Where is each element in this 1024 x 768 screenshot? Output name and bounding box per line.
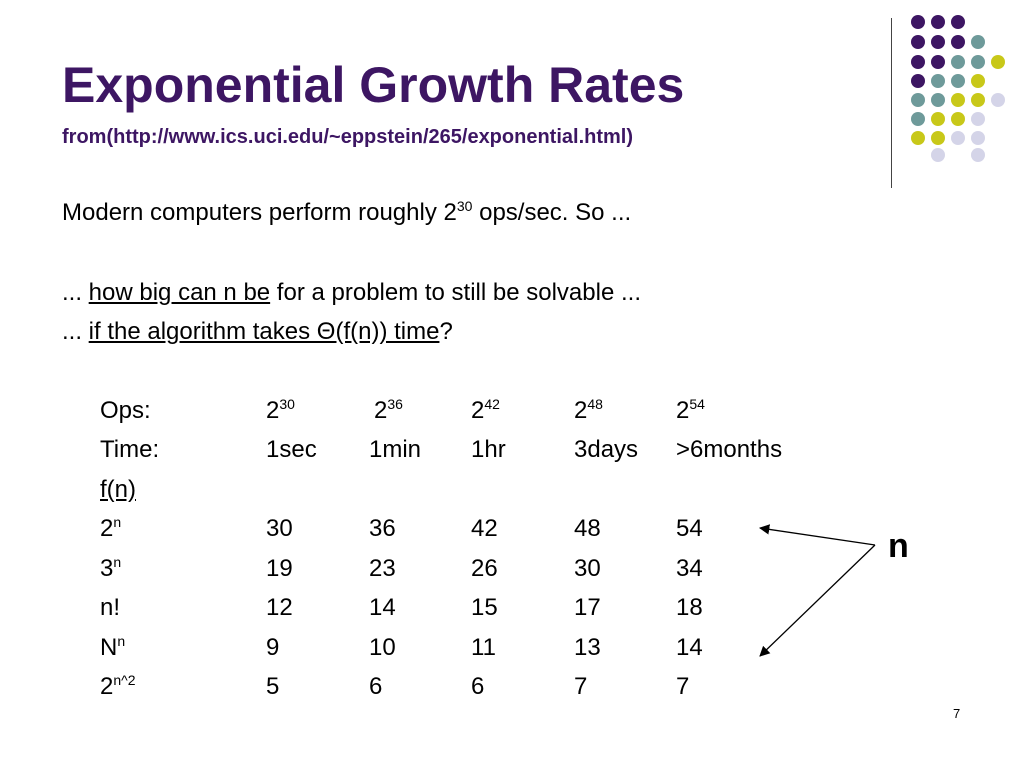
decorative-dot (951, 35, 965, 49)
decorative-dot (911, 74, 925, 88)
fn-label: n! (100, 594, 121, 621)
decorative-dot (951, 15, 965, 29)
fn-label: Nn (100, 633, 126, 661)
decorative-dot (971, 148, 985, 162)
fn-label: 3n (100, 554, 122, 582)
decorative-dot (951, 93, 965, 107)
table-cell: 42 (471, 515, 498, 542)
table-cell: 7 (676, 673, 690, 700)
decorative-dot (931, 55, 945, 69)
slide-title: Exponential Growth Rates (62, 57, 685, 113)
decorative-dot (971, 35, 985, 49)
decorative-dot (971, 93, 985, 107)
slide-number: 7 (953, 706, 961, 721)
underlined-phrase: if the algorithm takes Θ(f(n)) time (88, 318, 440, 345)
fn-label: 2n^2 (100, 672, 136, 700)
time-label: Time: (100, 436, 160, 463)
decorative-dot (931, 93, 945, 107)
time-value: 3days (574, 436, 639, 463)
table-cell: 18 (676, 594, 703, 621)
decorative-dot (951, 131, 965, 145)
table-cell: 34 (676, 555, 703, 582)
decorative-dot (931, 15, 945, 29)
question-line-2: ... if the algorithm takes Θ(f(n)) time? (62, 318, 453, 345)
decorative-dot (911, 55, 925, 69)
decorative-dot (911, 35, 925, 49)
table-cell: 36 (369, 515, 396, 542)
table-cell: 26 (471, 555, 498, 582)
decorative-dot (911, 93, 925, 107)
decorative-dot (971, 74, 985, 88)
ops-value: 248 (574, 396, 603, 424)
time-value: >6months (676, 436, 783, 463)
time-value: 1sec (266, 436, 317, 463)
decorative-dots (911, 15, 1005, 162)
slide-subtitle: from(http://www.ics.uci.edu/~eppstein/26… (62, 126, 634, 148)
time-value: 1min (369, 436, 422, 463)
table-cell: 54 (676, 515, 703, 542)
table-cell: 30 (266, 515, 293, 542)
table-cell: 9 (266, 634, 280, 661)
table-cell: 23 (369, 555, 396, 582)
arrow-to-top-row (758, 524, 876, 546)
intro-line: Modern computers perform roughly 230 ops… (62, 198, 632, 226)
decorative-dot (951, 74, 965, 88)
table-cell: 14 (369, 594, 396, 621)
decorative-dot (971, 55, 985, 69)
decorative-dot (931, 148, 945, 162)
table-cell: 48 (574, 515, 601, 542)
decorative-dot (991, 93, 1005, 107)
fn-label: 2n (100, 514, 122, 542)
ops-value: 236 (374, 396, 403, 424)
n-label: n (888, 527, 909, 565)
decorative-dot (911, 112, 925, 126)
decorative-dot (931, 74, 945, 88)
table-cell: 14 (676, 634, 703, 661)
table-cell: 17 (574, 594, 601, 621)
table-cell: 11 (471, 634, 496, 661)
decorative-dot (931, 112, 945, 126)
decorative-dot (951, 55, 965, 69)
decorative-dot (931, 35, 945, 49)
table-cell: 6 (471, 673, 485, 700)
decorative-dot (911, 15, 925, 29)
underlined-phrase: how big can n be (88, 279, 271, 306)
table-cell: 12 (266, 594, 293, 621)
table-cell: 6 (369, 673, 383, 700)
decorative-dot (971, 112, 985, 126)
table-cell: 19 (266, 555, 293, 582)
table-cell: 10 (369, 634, 396, 661)
time-value: 1hr (471, 436, 506, 463)
ops-value: 254 (676, 396, 705, 424)
fn-header: f(n) (100, 476, 136, 503)
divider-line (891, 18, 892, 188)
decorative-dot (971, 131, 985, 145)
decorative-dot (931, 131, 945, 145)
ops-label: Ops: (100, 397, 151, 424)
arrow-to-lower-row (759, 544, 876, 657)
table-cell: 30 (574, 555, 601, 582)
table-cell: 5 (266, 673, 280, 700)
question-line-1: ... how big can n be for a problem to st… (62, 279, 641, 306)
decorative-dot (951, 112, 965, 126)
table-cell: 13 (574, 634, 601, 661)
decorative-dot (991, 55, 1005, 69)
decorative-dot (911, 131, 925, 145)
ops-value: 242 (471, 396, 500, 424)
table-cell: 15 (471, 594, 498, 621)
ops-value: 230 (266, 396, 295, 424)
table-cell: 7 (574, 673, 588, 700)
